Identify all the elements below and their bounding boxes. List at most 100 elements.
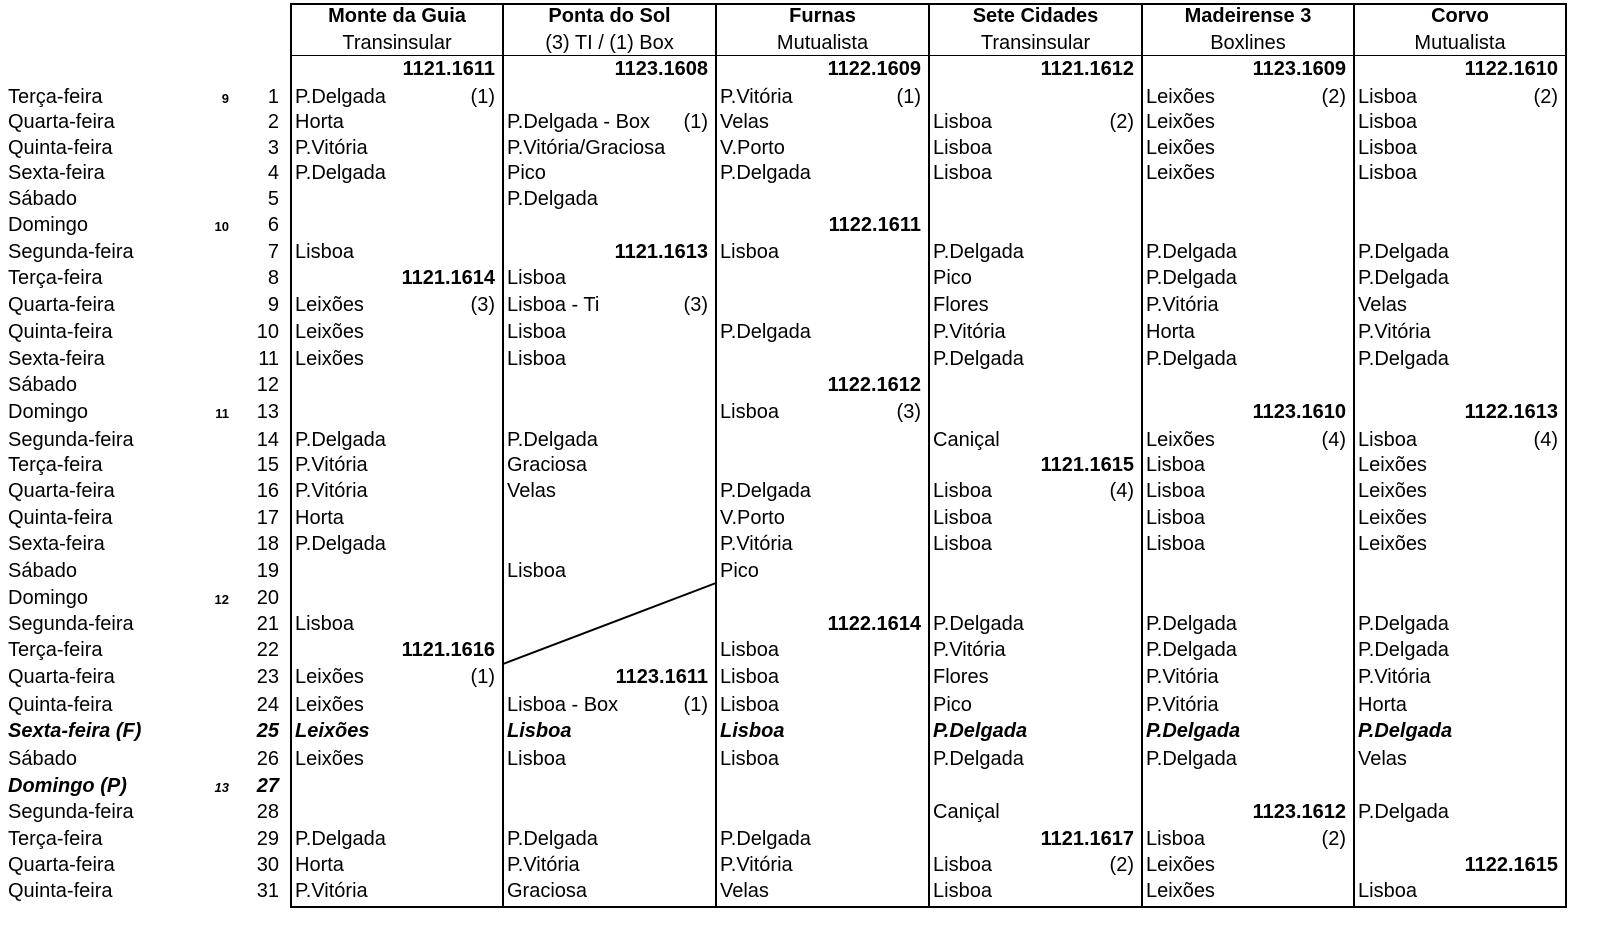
port-cell: Pico (933, 267, 972, 289)
weekday-label: Quarta-feira (8, 854, 115, 876)
day-number: 19 (256, 560, 279, 582)
port-cell: Lisboa (720, 748, 779, 770)
weekday-label: Domingo (P) (8, 775, 127, 797)
port-cell: Lisboa (720, 241, 779, 263)
day-number: 10 (256, 321, 279, 343)
port-cell: Lisboa (933, 507, 992, 529)
port-cell: Lisboa (720, 666, 779, 688)
voyage-number: 1122.1611 (828, 214, 921, 236)
port-cell: P.Delgada (1146, 613, 1237, 635)
ship-operator: Mutualista (776, 32, 869, 54)
ship-name: Sete Cidades (972, 5, 1099, 27)
port-cell: Flores (933, 294, 989, 316)
port-cell: P.Delgada (720, 162, 811, 184)
port-cell: Leixões (295, 720, 370, 742)
note-marker: (2) (1321, 86, 1346, 108)
port-cell: Lisboa (1146, 454, 1205, 476)
port-cell: Leixões (1146, 162, 1215, 184)
voyage-number: 1123.1611 (615, 666, 708, 688)
port-cell: Pico (720, 560, 759, 582)
day-number: 8 (267, 267, 279, 289)
port-cell: Leixões (295, 694, 364, 716)
day-number: 24 (256, 694, 279, 716)
port-cell: Lisboa (507, 348, 566, 370)
weekday-label: Sexta-feira (8, 348, 105, 370)
ship-operator: (3) TI / (1) Box (545, 32, 674, 54)
voyage-number: 1121.1611 (402, 58, 495, 80)
port-cell: Velas (1358, 748, 1407, 770)
port-cell: P.Delgada (507, 188, 598, 210)
port-cell: Lisboa (1358, 880, 1417, 902)
port-cell: Pico (933, 694, 972, 716)
port-cell: Lisboa (933, 533, 992, 555)
weekday-label: Quinta-feira (8, 321, 113, 343)
day-number: 13 (256, 401, 279, 423)
day-number: 6 (267, 214, 279, 236)
port-cell: P.Delgada (933, 241, 1024, 263)
port-cell: Leixões (1358, 533, 1427, 555)
column-divider (502, 3, 504, 908)
port-cell: Lisboa - Ti (507, 294, 600, 316)
port-cell: Lisboa (720, 401, 779, 423)
port-cell: Velas (720, 111, 769, 133)
day-number: 31 (256, 880, 279, 902)
connector-line (502, 582, 717, 665)
day-number: 20 (256, 587, 279, 609)
port-cell: Leixões (295, 321, 364, 343)
port-cell: P.Vitória (295, 480, 368, 502)
day-number: 15 (256, 454, 279, 476)
port-cell: Leixões (1146, 86, 1215, 108)
port-cell: V.Porto (720, 137, 785, 159)
day-number: 16 (256, 480, 279, 502)
voyage-number: 1122.1615 (1464, 854, 1558, 876)
port-cell: P.Vitória (295, 454, 368, 476)
weekday-label: Quinta-feira (8, 137, 113, 159)
port-cell: Leixões (1358, 480, 1427, 502)
port-cell: P.Delgada (720, 828, 811, 850)
port-cell: P.Vitória (933, 639, 1006, 661)
ship-operator: Transinsular (342, 32, 452, 54)
week-number: 10 (214, 219, 229, 234)
port-cell: Lisboa - Box (507, 694, 619, 716)
port-cell: P.Delgada (1146, 241, 1237, 263)
port-cell: P.Delgada (1358, 639, 1449, 661)
voyage-number: 1121.1612 (1040, 58, 1134, 80)
port-cell: Graciosa (507, 880, 588, 902)
port-cell: Lisboa (507, 720, 572, 742)
note-marker: (3) (470, 294, 495, 316)
port-cell: Lisboa (1146, 507, 1205, 529)
port-cell: Horta (295, 111, 344, 133)
weekday-label: Domingo (8, 401, 89, 423)
port-cell: Lisboa (295, 613, 354, 635)
voyage-number: 1121.1615 (1040, 454, 1134, 476)
day-number: 22 (256, 639, 279, 661)
week-number: 13 (214, 780, 229, 795)
day-number: 7 (267, 241, 279, 263)
port-cell: Lisboa (507, 321, 566, 343)
port-cell: Leixões (1146, 854, 1215, 876)
voyage-number: 1121.1617 (1040, 828, 1134, 850)
day-number: 29 (256, 828, 279, 850)
port-cell: P.Delgada (1146, 348, 1237, 370)
ship-name: Ponta do Sol (548, 5, 671, 27)
day-number: 3 (267, 137, 279, 159)
day-number: 25 (256, 720, 279, 742)
weekday-label: Terça-feira (8, 454, 103, 476)
port-cell: Caniçal (933, 801, 1000, 823)
port-cell: P.Vitória (1358, 321, 1431, 343)
port-cell: P.Delgada (295, 162, 386, 184)
port-cell: Horta (1146, 321, 1195, 343)
port-cell: Lisboa (933, 880, 992, 902)
day-number: 2 (267, 111, 279, 133)
day-number: 30 (256, 854, 279, 876)
ship-name: Furnas (789, 5, 856, 27)
port-cell: Lisboa (1358, 162, 1417, 184)
day-number: 27 (256, 775, 279, 797)
port-cell: Lisboa (933, 111, 992, 133)
voyage-number: 1122.1613 (1464, 401, 1558, 423)
port-cell: Pico (507, 162, 546, 184)
port-cell: Lisboa (1358, 137, 1417, 159)
weekday-label: Sábado (8, 748, 77, 770)
port-cell: Velas (507, 480, 556, 502)
note-marker: (3) (683, 294, 708, 316)
